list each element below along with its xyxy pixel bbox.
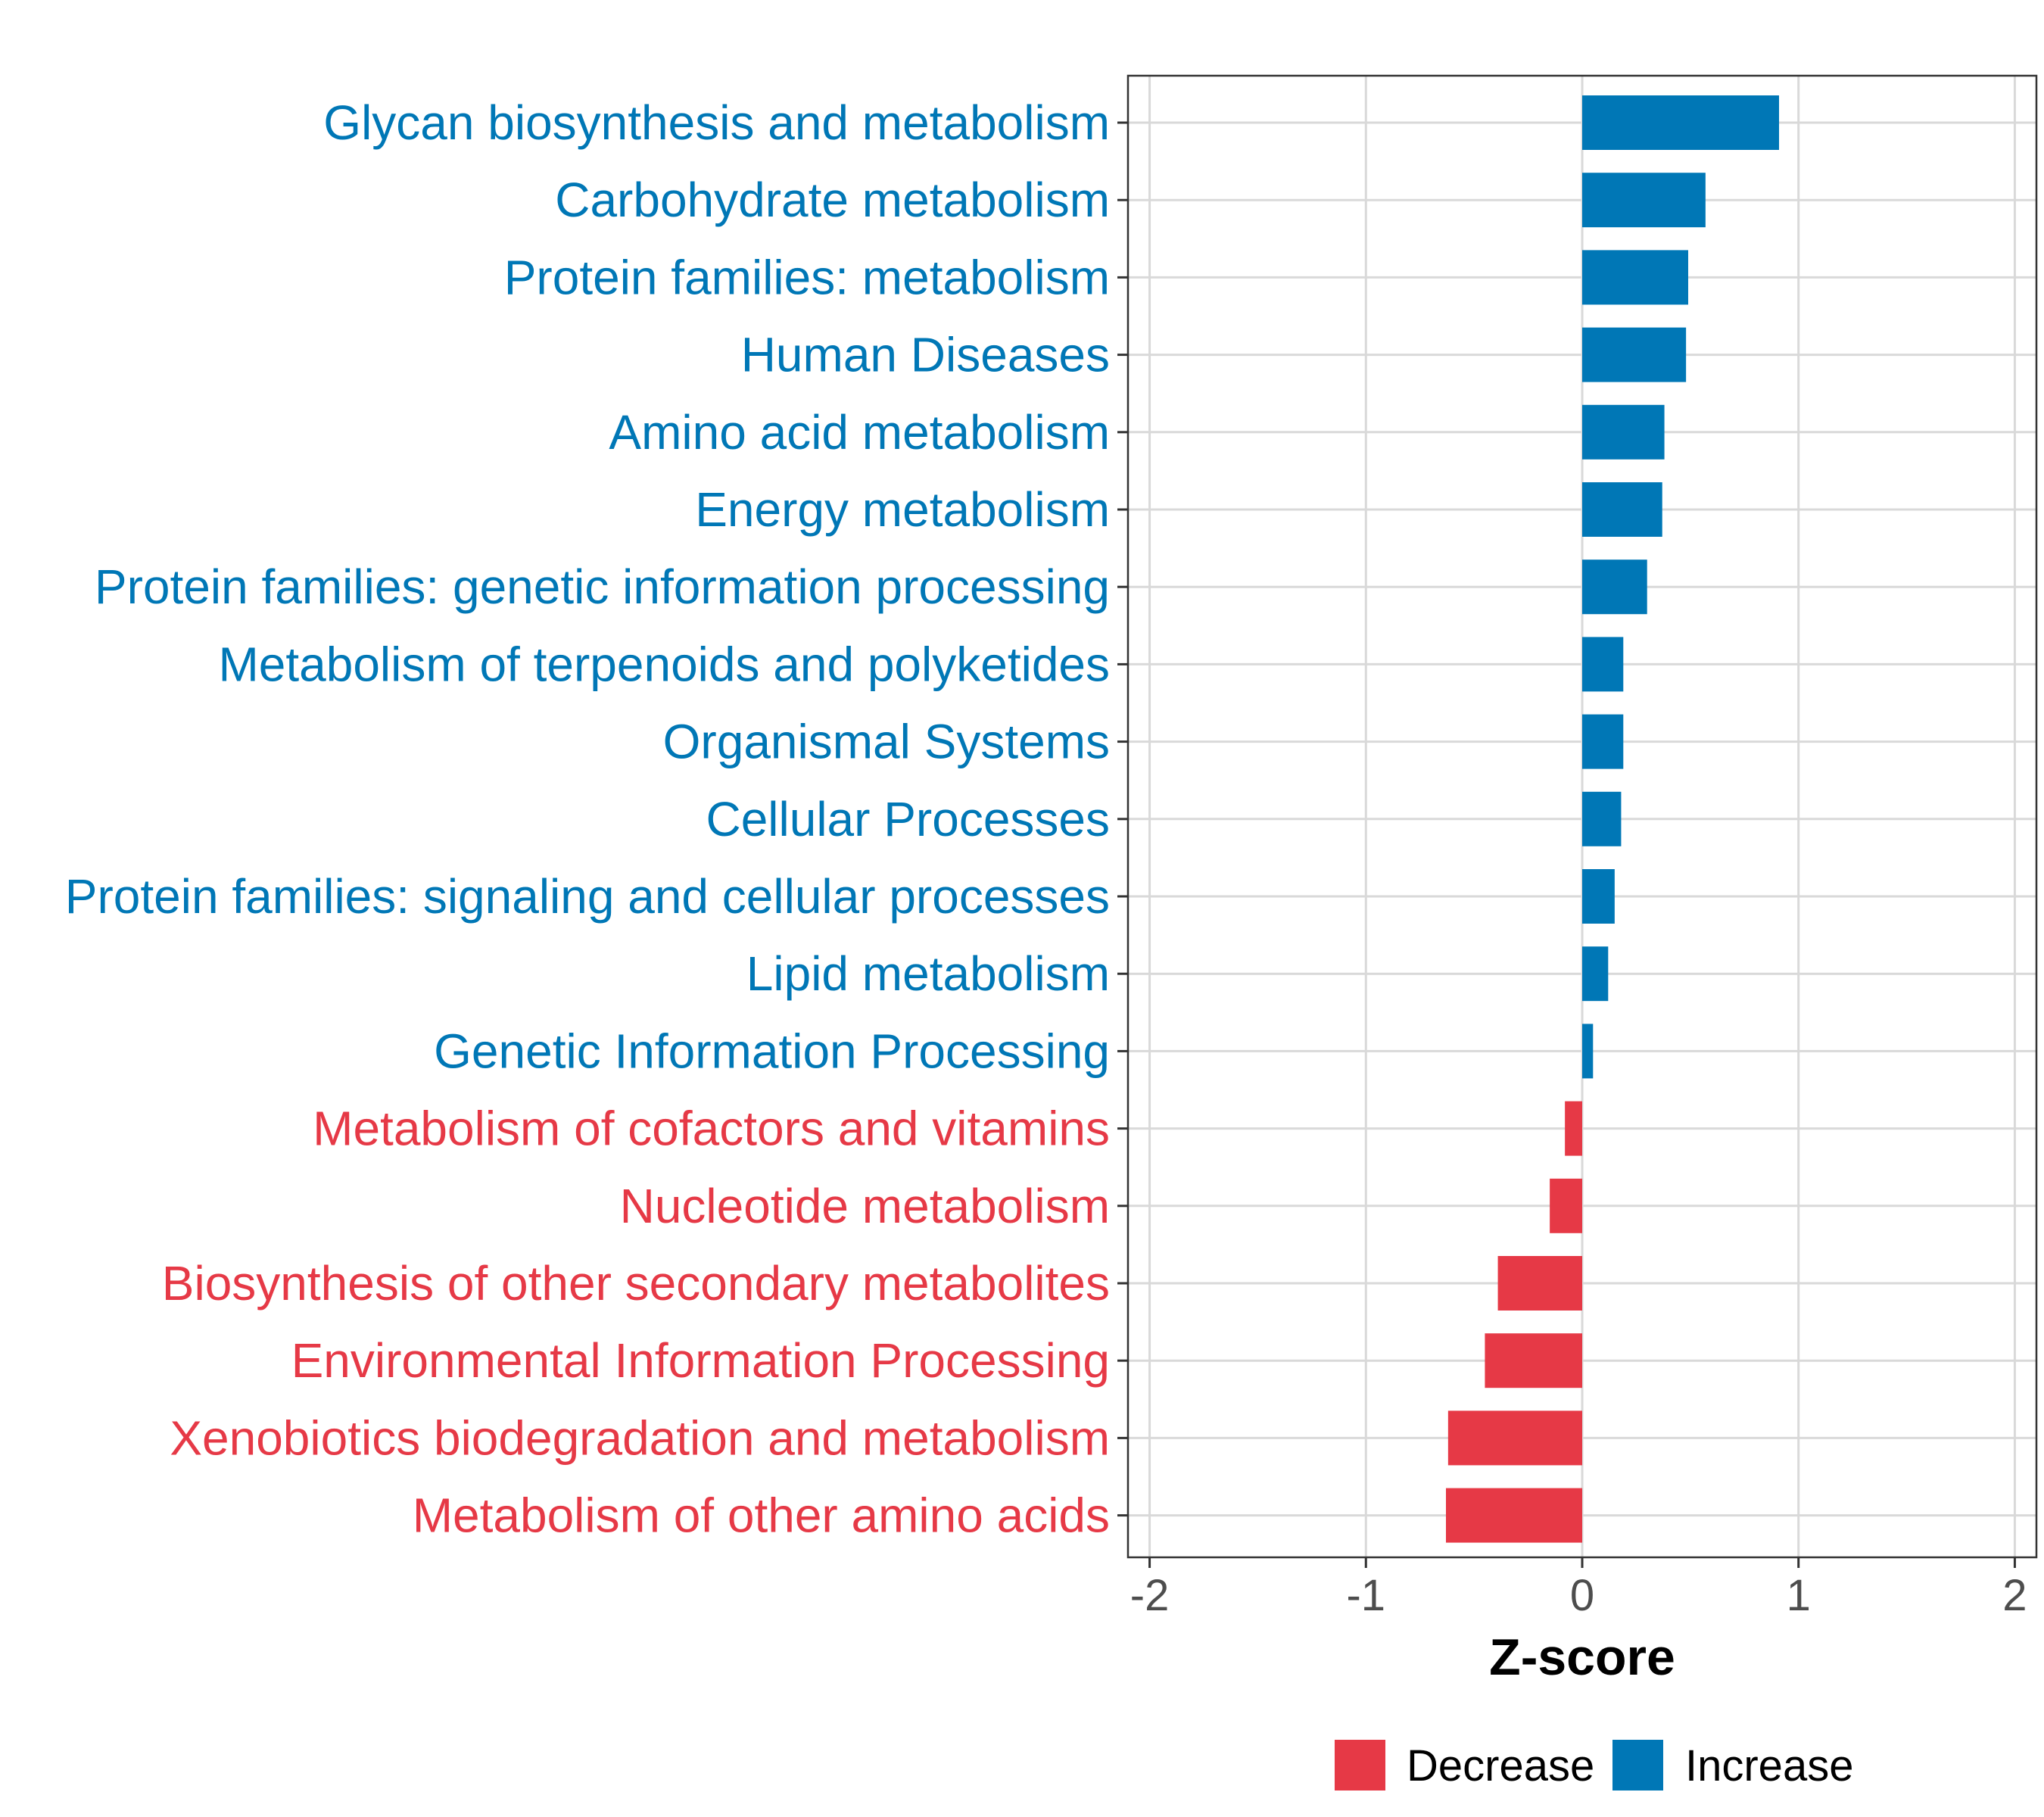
y-category-label: Glycan biosynthesis and metabolism	[323, 95, 1110, 150]
y-category-label: Metabolism of cofactors and vitamins	[313, 1102, 1110, 1156]
bars	[1446, 95, 1779, 1543]
y-category-label: Metabolism of other amino acids	[413, 1488, 1110, 1543]
y-category-label: Human Diseases	[741, 328, 1110, 382]
y-category-label: Genetic Information Processing	[434, 1024, 1110, 1078]
y-category-label: Amino acid metabolism	[609, 405, 1110, 460]
x-tick-label: 1	[1787, 1571, 1811, 1620]
bar	[1582, 1024, 1594, 1079]
y-category-label: Protein families: genetic information pr…	[95, 559, 1110, 614]
y-category-label: Organismal Systems	[663, 715, 1110, 769]
bar	[1582, 327, 1687, 382]
y-category-label: Protein families: signaling and cellular…	[65, 869, 1110, 924]
y-category-label: Protein families: metabolism	[504, 250, 1110, 304]
bar	[1582, 559, 1647, 615]
bar	[1447, 1410, 1582, 1466]
bar	[1582, 250, 1688, 305]
y-category-label: Carbohydrate metabolism	[555, 173, 1110, 227]
x-tick-label: -1	[1346, 1571, 1385, 1620]
y-category-label: Biosynthesis of other secondary metaboli…	[162, 1256, 1110, 1311]
x-axis: -2 -1 0 1 2	[1130, 1557, 2027, 1620]
bar	[1497, 1256, 1582, 1311]
bar	[1582, 637, 1624, 692]
bar	[1582, 714, 1624, 769]
bar	[1582, 869, 1615, 924]
bar	[1582, 404, 1665, 460]
legend-swatch	[1612, 1740, 1663, 1791]
legend-label: Decrease	[1407, 1741, 1594, 1791]
y-category-label: Metabolism of terpenoids and polyketides	[218, 637, 1110, 691]
bar	[1550, 1178, 1582, 1233]
bar	[1446, 1488, 1582, 1543]
bar	[1582, 791, 1622, 846]
y-category-label: Cellular Processes	[706, 792, 1110, 846]
x-axis-title: Z-score	[1489, 1628, 1675, 1686]
y-category-label: Environmental Information Processing	[291, 1333, 1110, 1388]
bar	[1565, 1101, 1582, 1156]
x-tick-label: 2	[2002, 1571, 2027, 1620]
y-category-label: Energy metabolism	[695, 482, 1110, 537]
y-category-label: Xenobiotics biodegradation and metabolis…	[170, 1410, 1110, 1465]
bar	[1582, 482, 1662, 537]
bar	[1582, 95, 1779, 150]
y-axis: Glycan biosynthesis and metabolism Carboh…	[65, 95, 1128, 1543]
x-tick-label: 0	[1570, 1571, 1594, 1620]
bar	[1582, 946, 1609, 1002]
bar	[1582, 173, 1706, 228]
legend: Decrease Increase	[1335, 1740, 1853, 1791]
bar	[1485, 1333, 1582, 1388]
legend-swatch	[1335, 1740, 1385, 1791]
y-category-label: Lipid metabolism	[746, 946, 1110, 1001]
legend-label: Increase	[1685, 1741, 1853, 1791]
x-tick-label: -2	[1130, 1571, 1170, 1620]
y-category-label: Nucleotide metabolism	[620, 1179, 1110, 1233]
